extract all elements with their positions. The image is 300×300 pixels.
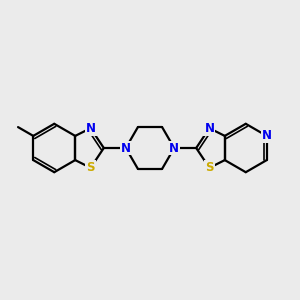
Text: N: N	[121, 142, 131, 154]
Text: S: S	[86, 161, 95, 174]
Text: N: N	[262, 129, 272, 142]
Text: N: N	[169, 142, 179, 154]
Text: N: N	[85, 122, 96, 135]
Text: N: N	[204, 122, 214, 135]
Text: S: S	[205, 161, 214, 174]
